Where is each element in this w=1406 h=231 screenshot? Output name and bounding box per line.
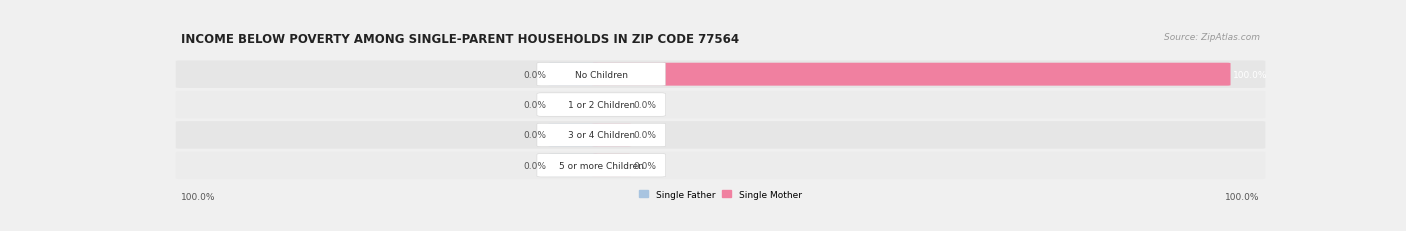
Text: 0.0%: 0.0%: [523, 161, 546, 170]
Text: 100.0%: 100.0%: [1226, 192, 1260, 201]
Text: Source: ZipAtlas.com: Source: ZipAtlas.com: [1164, 33, 1260, 42]
FancyBboxPatch shape: [548, 64, 599, 86]
Text: No Children: No Children: [575, 70, 627, 79]
FancyBboxPatch shape: [176, 61, 1265, 88]
Text: 0.0%: 0.0%: [633, 131, 657, 140]
FancyBboxPatch shape: [592, 154, 631, 177]
Text: 0.0%: 0.0%: [523, 101, 546, 109]
Text: 0.0%: 0.0%: [523, 70, 546, 79]
FancyBboxPatch shape: [176, 91, 1265, 119]
Legend: Single Father, Single Mother: Single Father, Single Mother: [640, 190, 801, 199]
FancyBboxPatch shape: [537, 63, 665, 86]
Text: 0.0%: 0.0%: [523, 131, 546, 140]
FancyBboxPatch shape: [592, 94, 631, 116]
Text: 5 or more Children: 5 or more Children: [558, 161, 644, 170]
FancyBboxPatch shape: [592, 64, 1230, 86]
FancyBboxPatch shape: [176, 122, 1265, 149]
FancyBboxPatch shape: [548, 124, 599, 147]
Text: 100.0%: 100.0%: [181, 192, 215, 201]
FancyBboxPatch shape: [548, 94, 599, 116]
FancyBboxPatch shape: [537, 154, 665, 177]
Text: 0.0%: 0.0%: [633, 101, 657, 109]
Text: 3 or 4 Children: 3 or 4 Children: [568, 131, 636, 140]
Text: 0.0%: 0.0%: [633, 161, 657, 170]
Text: 100.0%: 100.0%: [1233, 70, 1267, 79]
FancyBboxPatch shape: [176, 152, 1265, 179]
FancyBboxPatch shape: [537, 124, 665, 147]
FancyBboxPatch shape: [592, 124, 631, 147]
Text: INCOME BELOW POVERTY AMONG SINGLE-PARENT HOUSEHOLDS IN ZIP CODE 77564: INCOME BELOW POVERTY AMONG SINGLE-PARENT…: [181, 33, 740, 46]
Text: 1 or 2 Children: 1 or 2 Children: [568, 101, 636, 109]
FancyBboxPatch shape: [537, 94, 665, 117]
FancyBboxPatch shape: [548, 154, 599, 177]
